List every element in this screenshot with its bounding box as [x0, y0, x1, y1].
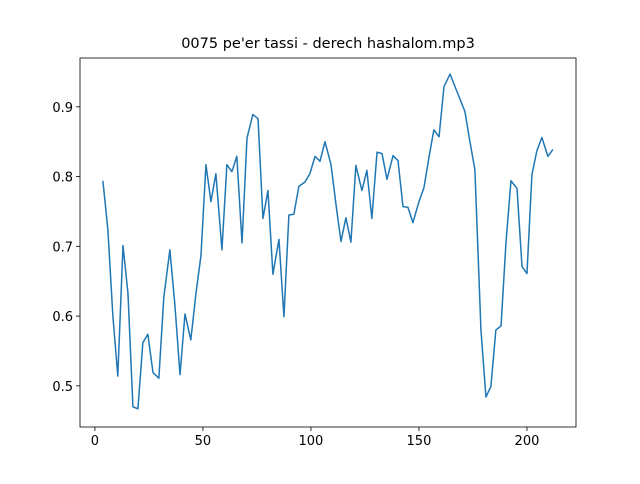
data-line [102, 73, 554, 410]
y-tick-label: 0.5 [52, 380, 73, 395]
plot-frame [79, 57, 577, 428]
chart-title: 0075 pe'er tassi - derech hashalom.mp3 [181, 36, 475, 52]
x-tick-label: 50 [195, 434, 212, 449]
x-tick-label: 150 [407, 434, 432, 449]
x-tick-label: 200 [515, 434, 540, 449]
x-tick-label: 0 [91, 434, 99, 449]
y-tick-label: 0.9 [52, 101, 73, 116]
x-tick-label: 100 [299, 434, 324, 449]
y-tick-label: 0.7 [52, 240, 73, 255]
y-tick-label: 0.6 [52, 310, 73, 325]
y-tick-label: 0.8 [52, 171, 73, 186]
